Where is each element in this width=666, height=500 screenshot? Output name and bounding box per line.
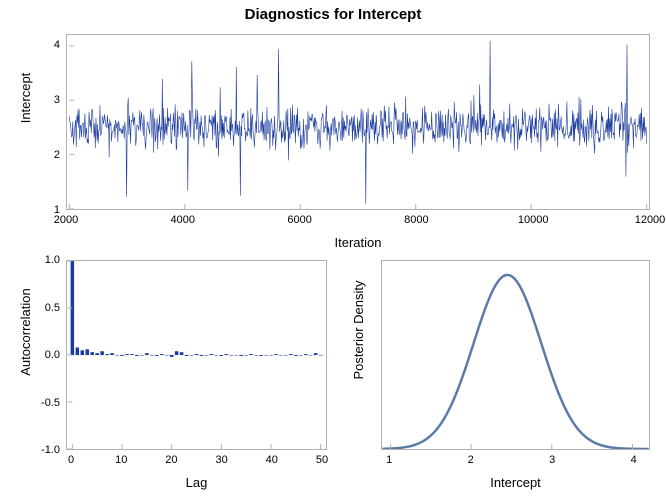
tick-label: 4	[54, 39, 60, 51]
tick-label: 2	[54, 149, 60, 161]
density-xlabel: Intercept	[381, 475, 650, 490]
tick-label: 2	[468, 454, 474, 466]
density-ylabel: Posterior Density	[351, 250, 366, 410]
tick-label: 3	[549, 454, 555, 466]
tick-label: 6000	[287, 214, 311, 226]
tick-label: 8000	[404, 214, 428, 226]
acf-panel: Autocorrelation Lag 0 10 20 30 40 50 -1.0 -0.5…	[0, 254, 333, 494]
tick-label: 50	[316, 454, 328, 466]
tick-label: 10000	[518, 214, 549, 226]
tick-label: 3	[54, 94, 60, 106]
trace-ylabel: Intercept	[18, 38, 33, 158]
acf-xlabel: Lag	[66, 475, 327, 490]
tick-label: 1.0	[45, 254, 60, 266]
tick-label: 12000	[635, 214, 666, 226]
tick-label: 0	[68, 454, 74, 466]
tick-label: 4	[631, 454, 637, 466]
tick-label: 1	[54, 204, 60, 216]
trace-plot-area	[66, 34, 650, 210]
tick-label: 0.0	[45, 349, 60, 361]
acf-ylabel: Autocorrelation	[18, 262, 33, 402]
tick-label: 40	[266, 454, 278, 466]
tick-label: 1	[386, 454, 392, 466]
density-plot-area	[381, 260, 650, 450]
density-panel: Posterior Density Intercept 1234	[333, 254, 666, 494]
trace-xlabel: Iteration	[66, 235, 650, 250]
tick-label: 10	[115, 454, 127, 466]
tick-label: 0.5	[45, 302, 60, 314]
acf-bars	[67, 261, 326, 449]
density-line	[382, 261, 649, 449]
tick-label: -1.0	[41, 444, 60, 456]
trace-line	[67, 35, 649, 209]
diagnostics-figure: Diagnostics for Intercept Intercept Iter…	[0, 0, 666, 500]
tick-label: 30	[215, 454, 227, 466]
acf-plot-area	[66, 260, 327, 450]
tick-label: 20	[165, 454, 177, 466]
tick-label: 4000	[171, 214, 195, 226]
tick-label: -0.5	[41, 397, 60, 409]
figure-title: Diagnostics for Intercept	[0, 6, 666, 23]
trace-panel: Intercept Iteration 20004000600080001000…	[0, 28, 666, 254]
